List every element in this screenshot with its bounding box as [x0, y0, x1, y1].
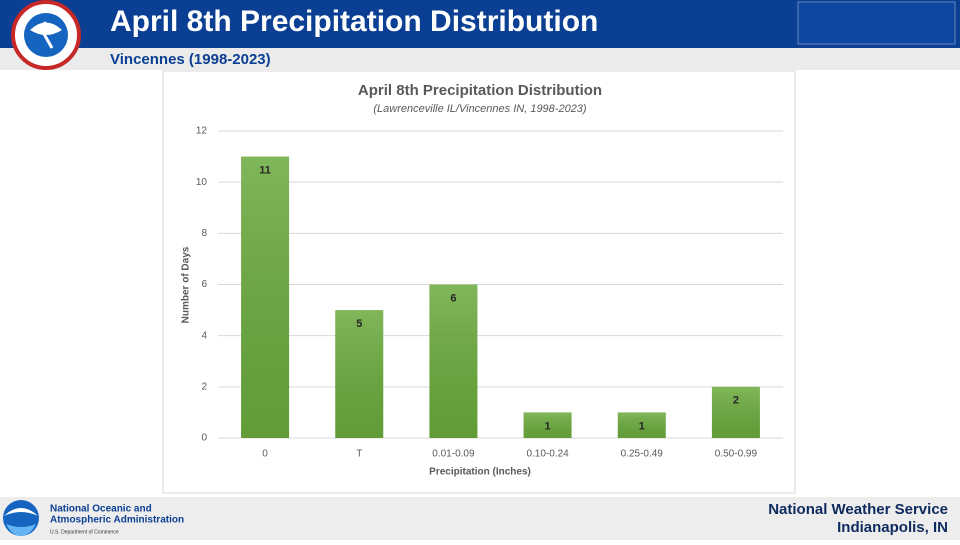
- subtitle-bar: [0, 48, 960, 70]
- x-tick-label: 0: [262, 449, 268, 460]
- slide-title: April 8th Precipitation Distribution: [110, 5, 598, 38]
- x-tick-label: 0.25-0.49: [621, 449, 664, 460]
- value-label: 1: [639, 420, 645, 432]
- x-axis-label: Precipitation (Inches): [429, 467, 531, 478]
- agency-line1: National Oceanic and: [50, 504, 152, 515]
- y-tick-label: 8: [201, 228, 207, 239]
- y-axis-label: Number of Days: [181, 246, 192, 323]
- value-label: 5: [356, 318, 362, 330]
- bar-shade: [617, 412, 666, 438]
- y-tick-label: 0: [201, 433, 207, 444]
- header-box: [797, 1, 956, 45]
- office-line1: National Weather Service: [768, 501, 948, 518]
- y-tick-label: 12: [196, 126, 208, 137]
- noaa-logo: [3, 500, 39, 536]
- bar-shade: [429, 284, 478, 438]
- value-label: 6: [450, 292, 456, 304]
- chart-subtitle: (Lawrenceville IL/Vincennes IN, 1998-202…: [373, 103, 587, 115]
- value-label: 2: [733, 395, 739, 407]
- x-tick-label: 0.01-0.09: [432, 449, 475, 460]
- agency-line2: Atmospheric Administration: [50, 515, 184, 526]
- value-label: 1: [545, 420, 551, 432]
- y-tick-label: 10: [196, 177, 208, 188]
- x-tick-label: 0.50-0.99: [715, 449, 758, 460]
- bar-shade: [335, 310, 384, 438]
- slide-subtitle: Vincennes (1998-2023): [110, 51, 271, 68]
- y-tick-label: 4: [201, 330, 207, 341]
- bar-shade: [711, 386, 760, 438]
- value-label: 11: [259, 164, 271, 176]
- y-tick-label: 6: [201, 279, 207, 290]
- x-tick-label: 0.10-0.24: [526, 449, 569, 460]
- bar-shade: [241, 156, 290, 439]
- chart-title: April 8th Precipitation Distribution: [358, 82, 602, 99]
- office-line2: Indianapolis, IN: [837, 519, 948, 536]
- x-tick-label: T: [356, 449, 362, 460]
- nws-logo: [11, 0, 81, 70]
- footer-bar: [0, 497, 960, 540]
- bar-shade: [523, 412, 572, 438]
- department: U.S. Department of Commerce: [50, 529, 119, 535]
- y-tick-label: 2: [201, 381, 207, 392]
